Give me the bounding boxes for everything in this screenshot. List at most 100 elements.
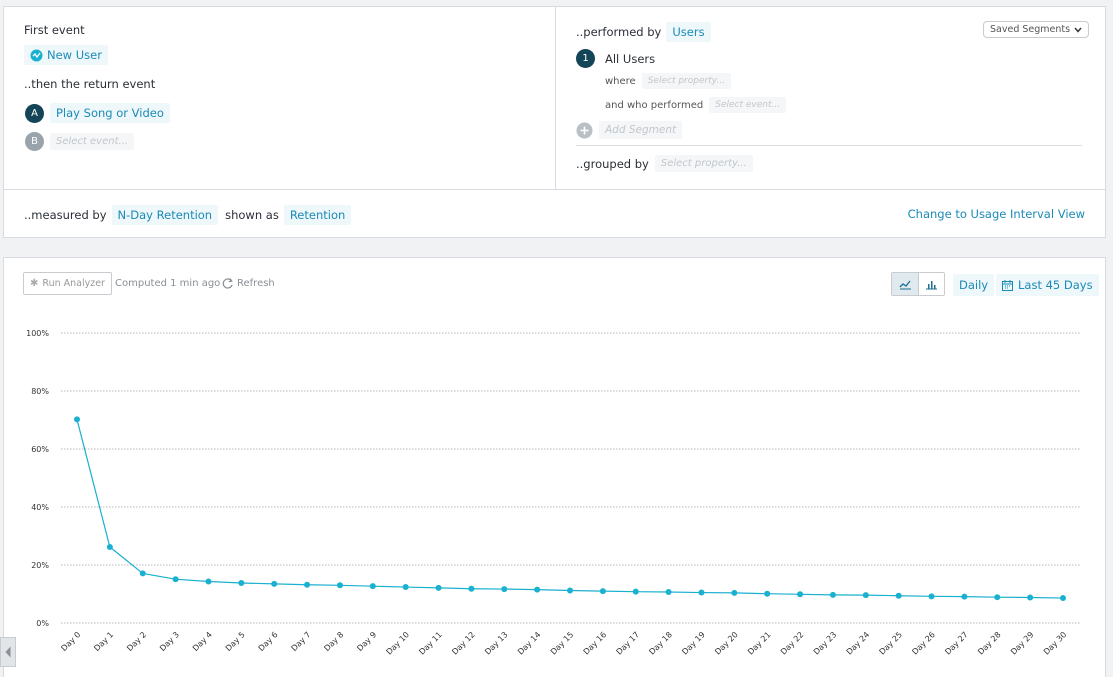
- saved-segments-dropdown[interactable]: Saved Segments: [983, 21, 1090, 38]
- x-tick-label: Day 14: [516, 630, 543, 657]
- x-tick-label: Day 18: [647, 630, 674, 657]
- x-tick-label: Day 4: [191, 630, 214, 653]
- data-point[interactable]: [534, 586, 541, 593]
- measured-by-row: ..measured by N-Day Retention shown as R…: [24, 205, 352, 225]
- data-point[interactable]: [961, 593, 968, 600]
- chart-panel: ✱ Run Analyzer Computed 1 min ago Refres…: [3, 257, 1106, 677]
- chevron-down-icon: [1074, 27, 1082, 33]
- return-event-row-b: B Select event...: [25, 132, 135, 151]
- first-event-label: First event: [24, 23, 85, 37]
- x-tick-label: Day 20: [713, 630, 740, 657]
- grouped-by-label: ..grouped by: [576, 156, 649, 171]
- bar-chart-icon[interactable]: [918, 273, 944, 295]
- caret-left-icon: [5, 646, 11, 658]
- line-chart-icon[interactable]: [892, 273, 918, 295]
- grouped-by-row: ..grouped by Select property...: [576, 155, 753, 172]
- data-point[interactable]: [862, 592, 869, 599]
- data-point[interactable]: [172, 576, 179, 583]
- where-label: where: [605, 75, 636, 87]
- x-tick-label: Day 2: [125, 630, 148, 653]
- new-user-icon: [30, 49, 43, 62]
- data-point[interactable]: [567, 587, 573, 594]
- run-analyzer-label: Run Analyzer: [42, 278, 105, 289]
- shown-as-label: shown as: [225, 208, 279, 222]
- data-point[interactable]: [74, 416, 80, 423]
- x-tick-label: Day 8: [322, 630, 345, 653]
- x-tick-label: Day 7: [290, 630, 313, 653]
- data-point[interactable]: [369, 583, 376, 590]
- data-point[interactable]: [468, 585, 475, 592]
- x-tick-label: Day 23: [812, 630, 839, 657]
- return-event-selector-a[interactable]: Play Song or Video: [50, 103, 170, 123]
- data-point[interactable]: [665, 588, 672, 595]
- x-tick-label: Day 10: [385, 630, 412, 657]
- query-builder-panel: First event New User ..then the return e…: [3, 6, 1106, 238]
- data-point[interactable]: [895, 592, 902, 599]
- plus-circle-icon: [576, 122, 593, 139]
- first-event-selector[interactable]: New User: [24, 45, 108, 65]
- data-point[interactable]: [599, 588, 606, 595]
- segment-separator: [576, 145, 1082, 146]
- data-point[interactable]: [632, 588, 639, 595]
- data-point[interactable]: [106, 544, 113, 551]
- x-tick-label: Day 22: [779, 630, 806, 657]
- data-point[interactable]: [336, 582, 343, 589]
- event-badge-a: A: [25, 103, 44, 123]
- who-performed-selector[interactable]: Select event...: [709, 97, 787, 113]
- refresh-button[interactable]: Refresh: [221, 277, 275, 290]
- performed-by-selector[interactable]: Users: [666, 22, 711, 42]
- add-segment-button[interactable]: Add Segment: [576, 121, 683, 139]
- segment-name[interactable]: All Users: [605, 51, 656, 66]
- where-property-selector[interactable]: Select property...: [641, 73, 731, 89]
- data-point[interactable]: [139, 570, 146, 577]
- y-tick-label: 60%: [31, 445, 49, 454]
- computed-status: Computed 1 min ago: [115, 278, 221, 289]
- performed-by-row: ..performed by Users: [576, 22, 711, 42]
- event-badge-b: B: [25, 132, 44, 151]
- horizontal-divider: [4, 189, 1105, 190]
- interval-selector[interactable]: Daily: [953, 274, 995, 296]
- run-analyzer-button[interactable]: ✱ Run Analyzer: [23, 272, 112, 295]
- x-tick-label: Day 0: [59, 630, 82, 653]
- date-range-selector[interactable]: Last 45 Days: [996, 274, 1099, 296]
- date-range-label: Last 45 Days: [1018, 278, 1093, 292]
- data-point[interactable]: [205, 578, 212, 585]
- return-event-selector-b[interactable]: Select event...: [50, 133, 135, 150]
- calendar-icon: [1002, 279, 1013, 291]
- data-point[interactable]: [994, 594, 1001, 601]
- y-tick-label: 100%: [26, 329, 49, 338]
- x-tick-label: Day 12: [450, 630, 477, 657]
- data-point[interactable]: [764, 590, 771, 597]
- data-point[interactable]: [829, 591, 836, 598]
- x-tick-label: Day 6: [257, 630, 280, 653]
- data-point[interactable]: [1060, 595, 1066, 602]
- data-point[interactable]: [271, 580, 278, 587]
- measured-by-selector[interactable]: N-Day Retention: [111, 205, 219, 225]
- data-point[interactable]: [1027, 594, 1034, 601]
- first-event-value: New User: [47, 48, 102, 62]
- y-tick-label: 40%: [31, 503, 49, 512]
- data-point[interactable]: [402, 584, 409, 591]
- segment-where-row: where Select property...: [605, 73, 731, 89]
- y-tick-label: 0%: [36, 619, 49, 628]
- y-tick-label: 20%: [31, 561, 49, 570]
- x-tick-label: Day 16: [582, 630, 609, 657]
- data-point[interactable]: [928, 593, 935, 600]
- data-point[interactable]: [501, 586, 508, 593]
- shown-as-selector[interactable]: Retention: [283, 205, 352, 225]
- data-point[interactable]: [797, 591, 804, 598]
- vertical-divider: [555, 7, 556, 189]
- collapse-panel-button[interactable]: [0, 637, 16, 667]
- grouped-by-selector[interactable]: Select property...: [654, 155, 753, 172]
- data-point[interactable]: [731, 589, 738, 596]
- usage-interval-link[interactable]: Change to Usage Interval View: [907, 207, 1085, 221]
- data-point[interactable]: [238, 579, 245, 586]
- y-tick-label: 80%: [31, 387, 49, 396]
- data-point[interactable]: [698, 589, 705, 596]
- data-point[interactable]: [435, 584, 442, 591]
- x-tick-label: Day 5: [224, 630, 247, 653]
- refresh-label: Refresh: [237, 278, 275, 289]
- retention-line-chart: 0% 20% 40% 60% 80% 100% Day 0 Day 1 Day 2 Day 3 Da…: [26, 329, 1080, 657]
- data-point[interactable]: [304, 581, 311, 588]
- return-event-row-a: A Play Song or Video: [25, 103, 170, 123]
